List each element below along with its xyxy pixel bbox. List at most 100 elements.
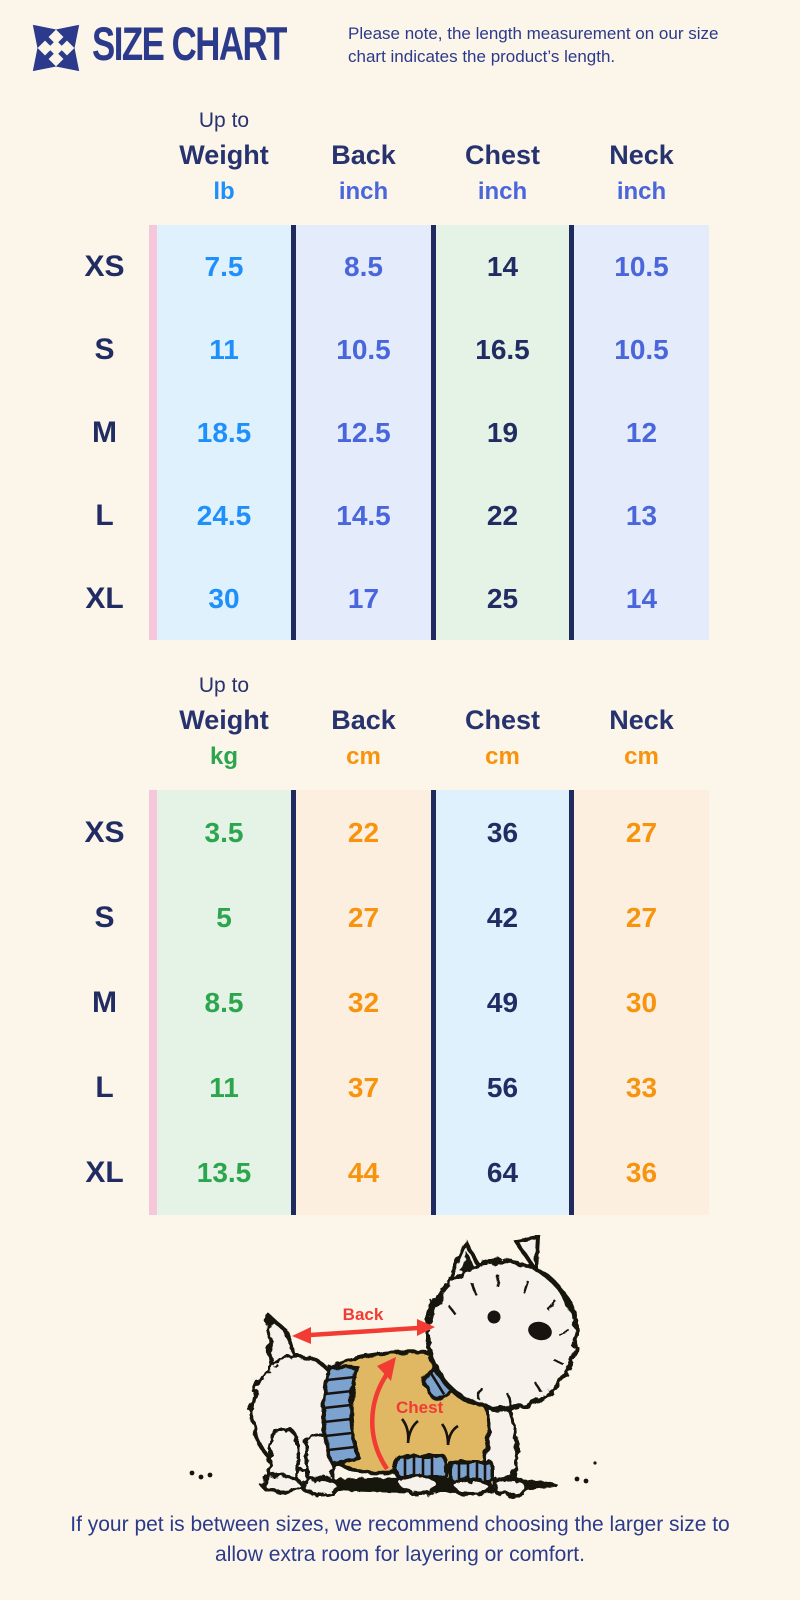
dog-hindquarters — [250, 1354, 346, 1496]
neck-value: 36 — [574, 1130, 709, 1215]
fur-twigs — [400, 1418, 459, 1446]
unit-label-cm: cm — [485, 743, 520, 770]
expand-arrows-icon — [32, 24, 80, 72]
chest-value: 14 — [436, 225, 569, 308]
back-value: 8.5 — [296, 225, 431, 308]
weight-value: 8.5 — [157, 960, 291, 1045]
table-row-s: S 11 10.5 16.5 10.5 — [60, 308, 709, 391]
back-value: 22 — [296, 790, 431, 875]
length-note-line1: Please note, the length measurement on o… — [348, 24, 719, 43]
chest-value: 42 — [436, 875, 569, 960]
up-to-label: Up to — [198, 674, 250, 697]
unit-label-kg: kg — [209, 743, 238, 770]
neck-value: 14 — [574, 557, 709, 640]
neck-value: 10.5 — [574, 225, 709, 308]
unit-label-lb: lb — [213, 178, 235, 205]
dog-head — [425, 1258, 579, 1412]
column-header-chest: Chest — [464, 139, 540, 170]
back-value: 12.5 — [296, 391, 431, 474]
neck-value: 33 — [574, 1045, 709, 1130]
table-row-xl: XL 30 17 25 14 — [60, 557, 709, 640]
weight-value: 18.5 — [157, 391, 291, 474]
weight-value: 30 — [157, 557, 291, 640]
unit-label-cm: cm — [624, 743, 659, 770]
table-row-m: M 18.5 12.5 19 12 — [60, 391, 709, 474]
unit-label-cm: cm — [346, 743, 381, 770]
size-label: XS — [84, 249, 125, 283]
back-value: 44 — [296, 1130, 431, 1215]
back-value: 17 — [296, 557, 431, 640]
back-value: 27 — [296, 875, 431, 960]
chest-value: 64 — [436, 1130, 569, 1215]
chest-value: 25 — [436, 557, 569, 640]
column-header-back: Back — [331, 704, 396, 735]
sweater-back-rib — [321, 1364, 362, 1467]
column-header-weight: Weight — [179, 704, 269, 735]
sizing-advice: If your pet is between sizes, we recomme… — [60, 1510, 740, 1571]
column-header-neck: Neck — [609, 139, 674, 170]
dog-nose-icon — [528, 1321, 552, 1341]
weight-value: 7.5 — [157, 225, 291, 308]
dog-eye-icon — [487, 1310, 501, 1324]
weight-value: 13.5 — [157, 1130, 291, 1215]
weight-value: 11 — [157, 308, 291, 391]
column-header-weight: Weight — [179, 139, 269, 170]
pink-stripe — [149, 225, 157, 308]
weight-value: 5 — [157, 875, 291, 960]
page-title: SIZE CHART — [92, 17, 287, 70]
chest-value: 56 — [436, 1045, 569, 1130]
table-row-xs: XS 3.5 22 36 27 — [60, 790, 709, 875]
neck-value: 13 — [574, 474, 709, 557]
metric-table-header: Up to Weight Back Chest Neck kg cm cm cm — [60, 671, 709, 775]
neck-value: 30 — [574, 960, 709, 1045]
unit-label-inch: inch — [616, 178, 667, 205]
imperial-table: XS 7.5 8.5 14 10.5 S 11 10.5 16.5 10.5 M… — [60, 225, 709, 640]
chest-arrow: Chest — [370, 1357, 444, 1471]
up-to-label: Up to — [198, 109, 250, 132]
chest-value: 22 — [436, 474, 569, 557]
table-row-xs: XS 7.5 8.5 14 10.5 — [60, 225, 709, 308]
back-value: 37 — [296, 1045, 431, 1130]
table-row-s: S 5 27 42 27 — [60, 875, 709, 960]
size-label: XL — [85, 1155, 124, 1189]
sizing-advice-line2: allow extra room for layering or comfort… — [215, 1543, 585, 1567]
chest-value: 49 — [436, 960, 569, 1045]
length-note-line2: chart indicates the product’s length. — [348, 47, 616, 67]
table-row-l: L 11 37 56 33 — [60, 1045, 709, 1130]
chest-value: 19 — [436, 391, 569, 474]
column-header-neck: Neck — [609, 704, 674, 735]
weight-value: 3.5 — [157, 790, 291, 875]
size-label: S — [94, 332, 115, 366]
unit-label-inch: inch — [338, 178, 389, 205]
back-value: 10.5 — [296, 308, 431, 391]
length-note: Please note, the length measurement on o… — [348, 22, 768, 69]
size-label: M — [92, 415, 117, 449]
sizing-advice-line1: If your pet is between sizes, we recomme… — [70, 1513, 730, 1536]
table-row-xl: XL 13.5 44 64 36 — [60, 1130, 709, 1215]
size-label: S — [94, 900, 115, 934]
dog-illustration: Back Chest — [189, 1235, 597, 1497]
back-value: 14.5 — [296, 474, 431, 557]
weight-value: 11 — [157, 1045, 291, 1130]
dog-front-feet — [396, 1473, 492, 1497]
pink-stripe — [149, 790, 157, 875]
size-label: M — [92, 985, 117, 1019]
chest-label: Chest — [396, 1398, 444, 1417]
chest-value: 36 — [436, 790, 569, 875]
neck-value: 27 — [574, 875, 709, 960]
unit-label-inch: inch — [477, 178, 528, 205]
column-header-chest: Chest — [464, 704, 540, 735]
chest-value: 16.5 — [436, 308, 569, 391]
size-label: XL — [85, 581, 124, 615]
neck-value: 12 — [574, 391, 709, 474]
sweater-cuffs — [394, 1454, 495, 1484]
table-row-l: L 24.5 14.5 22 13 — [60, 474, 709, 557]
size-label: XS — [84, 815, 125, 849]
neck-value: 27 — [574, 790, 709, 875]
neck-value: 10.5 — [574, 308, 709, 391]
column-header-back: Back — [331, 139, 396, 170]
size-label: L — [95, 498, 114, 532]
table-row-m: M 8.5 32 49 30 — [60, 960, 709, 1045]
size-label: L — [95, 1070, 114, 1104]
weight-value: 24.5 — [157, 474, 291, 557]
